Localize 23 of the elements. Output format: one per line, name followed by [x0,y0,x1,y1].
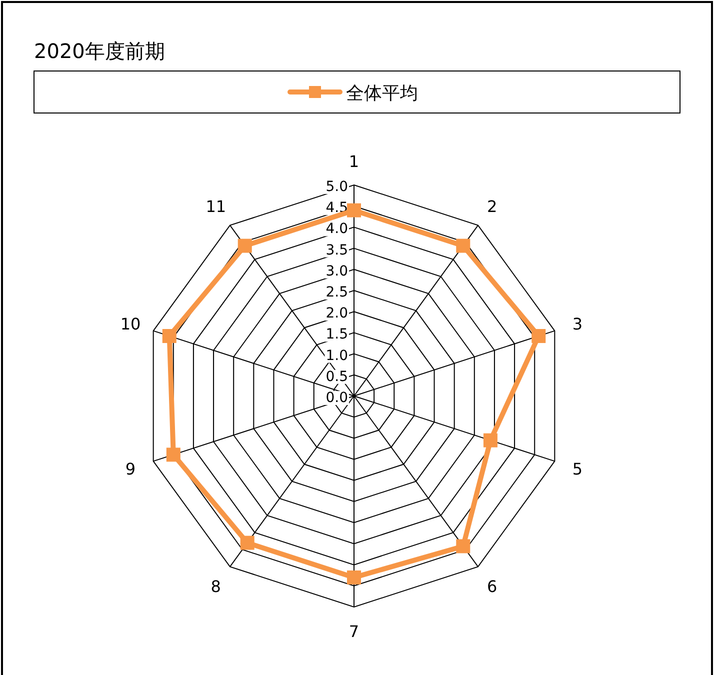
y-tick-label: 3.5 [326,242,348,258]
y-tick-label: 4.0 [326,221,348,238]
spoke-label: 8 [210,577,221,596]
legend-label: 全体平均 [346,83,418,104]
spoke-label: 3 [572,314,583,334]
chart-title: 2020年度前期 [34,39,165,63]
y-tick-label: 0.0 [326,390,348,406]
spoke-label: 6 [487,577,498,596]
y-tick-label: 3.0 [326,263,348,280]
y-tick-label: 2.5 [326,284,348,300]
y-tick-label: 5.0 [326,179,348,195]
spoke-label: 9 [125,460,136,479]
spoke-label: 10 [120,314,141,334]
spoke-label: 1 [348,152,360,171]
spoke-label: 7 [348,622,360,641]
spoke-label: 11 [206,196,226,216]
y-tick-label: 2.0 [326,306,348,322]
y-tick-label: 4.5 [326,200,348,216]
spoke-label: 5 [572,460,583,479]
y-tick-label: 1.0 [326,348,348,364]
y-tick-label: 1.5 [326,326,348,343]
y-tick-label: 0.5 [326,368,348,385]
spoke-label: 2 [487,196,498,216]
